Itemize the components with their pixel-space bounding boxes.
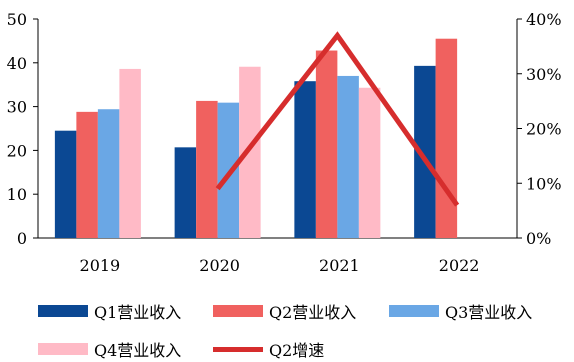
x-tick-label: 2022 xyxy=(439,256,480,275)
bar xyxy=(358,87,381,239)
legend-item-q2: Q2营业收入 xyxy=(213,299,356,323)
y2-tick-label: 20% xyxy=(526,120,562,139)
series-line xyxy=(215,31,460,207)
y2-tick-label: 10% xyxy=(526,174,562,193)
legend-label-q1: Q1营业收入 xyxy=(94,303,182,322)
bar xyxy=(54,130,77,238)
bar xyxy=(294,81,316,238)
y2-tick-label: 0% xyxy=(526,229,551,248)
legend-item-q3: Q3营业收入 xyxy=(389,299,532,323)
bar xyxy=(414,65,436,238)
legend-item-q1: Q1营业收入 xyxy=(38,299,181,323)
legend-swatch-q1 xyxy=(38,305,88,317)
x-tick-label: 2021 xyxy=(319,256,360,275)
bar xyxy=(196,100,218,238)
legend-label-q3: Q3营业收入 xyxy=(445,303,533,322)
legend-label-q2-growth: Q2增速 xyxy=(269,341,325,360)
legend-swatch-q2 xyxy=(213,305,263,317)
x-tick-label: 2019 xyxy=(80,256,121,275)
bar xyxy=(239,66,261,238)
bar xyxy=(337,75,359,238)
y-tick-label: 20 xyxy=(7,141,27,160)
y-tick-label: 0 xyxy=(17,229,27,248)
y-tick-label: 30 xyxy=(7,98,27,117)
y2-tick-label: 30% xyxy=(526,65,562,84)
bar xyxy=(217,102,240,239)
chart-lines xyxy=(215,31,460,207)
legend-swatch-q4 xyxy=(38,343,88,355)
legend-item-q2-growth: Q2增速 xyxy=(213,337,324,361)
chart-tick-labels: 0 10 20 30 40 50 0% 10% 20% 30% 40% 2019 2020 2021 202… xyxy=(7,10,562,275)
bar xyxy=(76,111,98,238)
bar xyxy=(174,147,197,238)
bar xyxy=(97,109,120,238)
bar xyxy=(435,38,458,239)
chart-bars xyxy=(54,38,458,239)
bar xyxy=(315,50,338,239)
bar xyxy=(119,68,141,238)
legend-item-q4: Q4营业收入 xyxy=(38,337,181,361)
y-tick-label: 40 xyxy=(7,54,27,73)
y2-tick-label: 40% xyxy=(526,10,562,29)
y-tick-label: 10 xyxy=(7,185,27,204)
legend-swatch-q2-growth xyxy=(213,346,263,352)
legend-label-q4: Q4营业收入 xyxy=(94,341,182,360)
legend-label-q2: Q2营业收入 xyxy=(269,303,357,322)
x-tick-label: 2020 xyxy=(199,256,240,275)
y-tick-label: 50 xyxy=(7,10,27,29)
legend-swatch-q3 xyxy=(389,305,439,317)
